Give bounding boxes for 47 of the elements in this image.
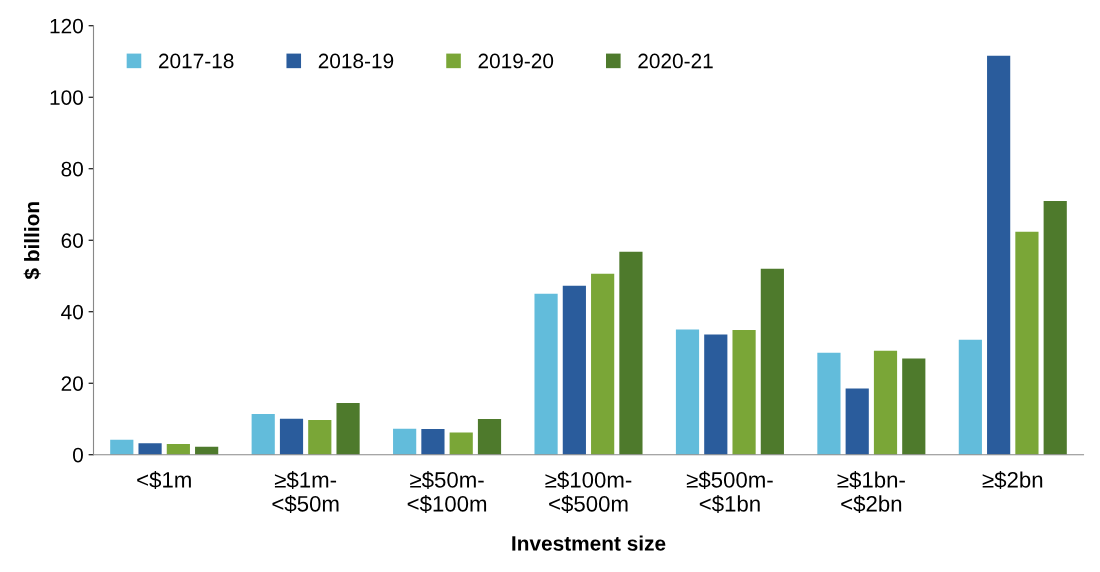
bar — [958, 339, 982, 455]
bar — [817, 352, 841, 455]
bar — [1015, 231, 1039, 455]
x-tick-label: ≥$50m- <$100m — [407, 471, 487, 513]
y-tick-label: 100 — [50, 90, 83, 105]
y-tick-label: 0 — [73, 447, 83, 463]
bar — [279, 418, 304, 455]
legend-label: 2018-19 — [318, 53, 394, 69]
x-tick-label: ≥$1bn- <$2bn — [837, 471, 905, 513]
bar — [251, 413, 275, 455]
bar — [704, 334, 728, 455]
bar — [110, 439, 134, 455]
bar — [138, 443, 162, 455]
x-tick-label: ≥$1m- <$50m — [272, 471, 339, 513]
y-tick-label: 20 — [61, 376, 83, 391]
bar — [562, 285, 586, 455]
bar — [760, 268, 784, 455]
y-axis-title: $ billion — [23, 202, 41, 280]
x-axis-title: Investment size — [512, 535, 666, 551]
legend-label: 2020-21 — [638, 53, 713, 69]
bar — [1043, 200, 1067, 455]
bar — [449, 432, 473, 455]
x-tick-label: <$1m — [137, 471, 191, 490]
y-tick-label: 40 — [61, 304, 83, 320]
bar — [308, 420, 332, 455]
y-tick-label: 60 — [61, 233, 83, 248]
legend-label: 2017-18 — [158, 53, 234, 69]
bar — [902, 358, 926, 455]
bar — [619, 251, 643, 455]
y-tick-label: 120 — [50, 18, 83, 34]
bar — [591, 273, 615, 455]
bar — [336, 402, 360, 455]
legend-label: 2019-20 — [478, 53, 554, 69]
bar — [732, 329, 756, 455]
x-tick-label: ≥$2bn — [982, 471, 1043, 490]
bar — [477, 418, 502, 455]
bar — [166, 444, 190, 455]
bar — [421, 429, 445, 455]
bar — [873, 350, 898, 455]
bar — [534, 293, 558, 455]
bar — [845, 388, 869, 455]
bar — [675, 329, 700, 455]
bar — [987, 55, 1011, 455]
x-tick-label: ≥$500m- <$1bn — [686, 471, 773, 513]
y-tick-label: 80 — [61, 161, 83, 177]
bar — [393, 428, 417, 455]
x-tick-label: ≥$100m- <$500m — [545, 471, 632, 513]
